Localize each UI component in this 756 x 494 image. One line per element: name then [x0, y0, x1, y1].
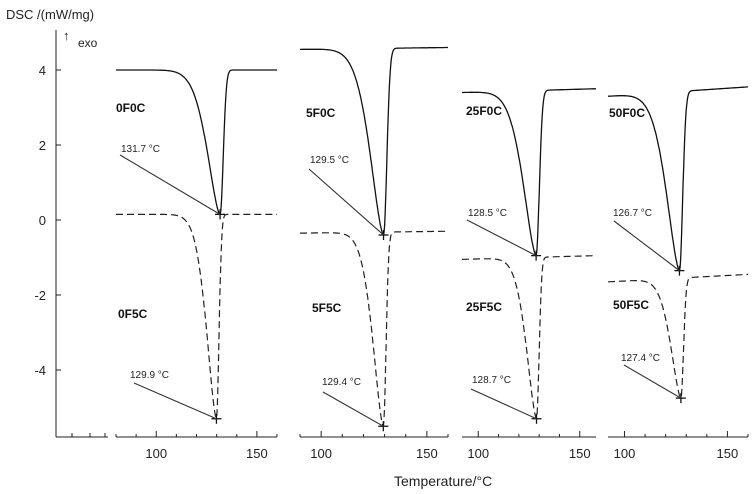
series-line-0F5C [116, 213, 277, 420]
x-tick-label: 150 [416, 446, 438, 461]
series-line-50F5C [607, 273, 748, 399]
peak-temperature-label: 129.5 °C [310, 155, 349, 166]
x-tick-label: 100 [310, 446, 332, 461]
peak-temperature-label: 128.7 °C [472, 375, 511, 386]
series-line-25F5C [462, 255, 596, 420]
sample-label: 5F5C [312, 301, 342, 315]
sample-label: 25F0C [466, 104, 502, 118]
series-line-0F0C [116, 69, 277, 216]
sample-label: 50F5C [613, 298, 649, 312]
sample-label: 25F5C [466, 300, 502, 314]
sample-label: 50F0C [609, 106, 645, 120]
peak-leader-line [623, 364, 682, 399]
series-line-5F5C [300, 230, 448, 427]
peak-leader-line [119, 154, 221, 215]
x-tick-label: 100 [467, 446, 489, 461]
peak-temperature-label: 126.7 °C [613, 208, 652, 219]
panels-layer: 100 150 131.7 °C 0F0C 129.9 °C 0F5C 100 150 129.… [115, 46, 749, 461]
panel-1: 100 150 131.7 °C 0F0C 129.9 °C 0F5C [115, 69, 278, 461]
y-tick-label: -4 [34, 363, 46, 378]
peak-leader-line [322, 391, 384, 427]
peak-leader-line [613, 220, 680, 272]
peak-temperature-label: 127.4 °C [621, 353, 660, 364]
x-tick-label: 150 [717, 446, 739, 461]
series-line-5F0C [300, 46, 448, 237]
peak-temperature-label: 129.4 °C [322, 377, 361, 388]
series-line-25F0C [462, 88, 596, 257]
panel-2: 100 150 129.5 °C 5F0C 129.4 °C 5F5C [299, 46, 449, 461]
peak-leader-line [308, 168, 384, 236]
y-tick-label: 0 [39, 213, 46, 228]
x-tick-label: 100 [145, 446, 167, 461]
axes-layer: 4 2 0 -2 -4 [34, 30, 108, 438]
y-axis-label: DSC /(mW/mg) [6, 7, 94, 22]
peak-leader-line [133, 382, 217, 420]
peak-temperature-label: 129.9 °C [130, 370, 169, 381]
peak-leader-line [466, 219, 537, 257]
x-tick-label: 150 [246, 446, 268, 461]
panel-3: 100 150 128.5 °C 25F0C 128.7 °C 25F5C [462, 88, 596, 461]
series-line-50F0C [607, 86, 748, 272]
exo-label: exo [78, 36, 98, 50]
sample-label: 0F5C [118, 307, 148, 321]
exo-arrow-icon: ↑ [63, 28, 70, 43]
y-tick-label: 2 [39, 138, 46, 153]
x-tick-label: 150 [569, 446, 591, 461]
x-axis-label: Temperature/°C [394, 473, 492, 489]
peak-temperature-label: 131.7 °C [121, 144, 160, 155]
peak-leader-line [470, 388, 537, 420]
y-tick-label: 4 [39, 63, 46, 78]
x-tick-label: 100 [614, 446, 636, 461]
y-tick-label: -2 [34, 288, 46, 303]
sample-label: 5F0C [306, 106, 336, 120]
sample-label: 0F0C [116, 101, 146, 115]
panel-4: 100 150 126.7 °C 50F0C 127.4 °C 50F5C [607, 86, 749, 461]
peak-temperature-label: 128.5 °C [468, 208, 507, 219]
